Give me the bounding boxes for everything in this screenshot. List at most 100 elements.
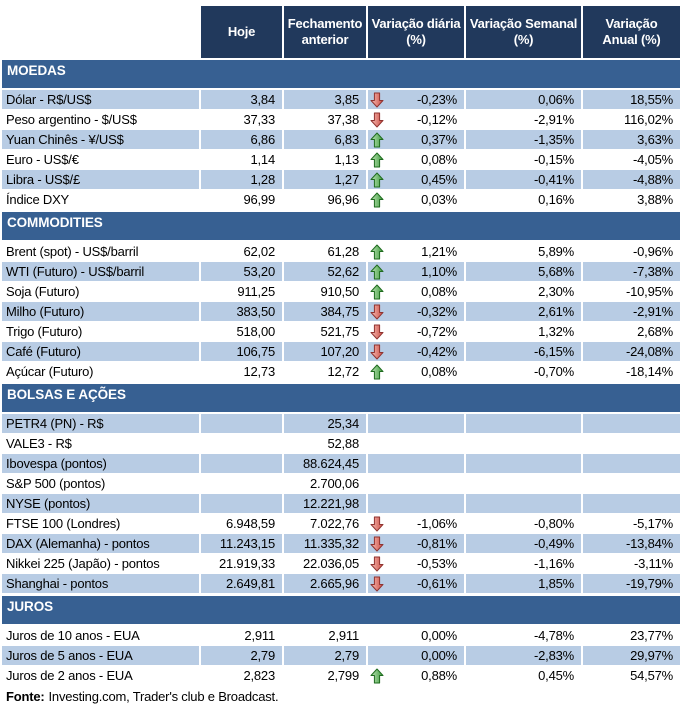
variacao-semanal-value: 0,45% bbox=[464, 666, 581, 685]
variacao-anual-value: -2,91% bbox=[581, 302, 680, 321]
hoje-value: 6,86 bbox=[199, 130, 282, 149]
variacao-diaria-cell: 0,08% bbox=[366, 362, 464, 381]
row-label: Libra - US$/£ bbox=[2, 170, 199, 189]
variacao-diaria-cell: 1,10% bbox=[366, 262, 464, 281]
up-arrow-icon bbox=[370, 668, 384, 684]
variacao-diaria-value: 0,45% bbox=[421, 172, 457, 187]
fechamento-anterior-value: 2.700,06 bbox=[282, 474, 366, 493]
fechamento-anterior-value: 52,62 bbox=[282, 262, 366, 281]
hoje-value: 2,823 bbox=[199, 666, 282, 685]
hoje-value: 21.919,33 bbox=[199, 554, 282, 573]
row-label: Milho (Futuro) bbox=[2, 302, 199, 321]
variacao-semanal-value: -1,35% bbox=[464, 130, 581, 149]
fechamento-anterior-value: 384,75 bbox=[282, 302, 366, 321]
fechamento-anterior-value: 2,799 bbox=[282, 666, 366, 685]
variacao-anual-value: -10,95% bbox=[581, 282, 680, 301]
hoje-value: 11.243,15 bbox=[199, 534, 282, 553]
table-row: Índice DXY 96,99 96,96 0,03% 0,16% 3,88% bbox=[2, 190, 680, 210]
fechamento-anterior-value: 96,96 bbox=[282, 190, 366, 209]
up-arrow-icon bbox=[370, 192, 384, 208]
row-label: Euro - US$/€ bbox=[2, 150, 199, 169]
variacao-semanal-value: 0,06% bbox=[464, 90, 581, 109]
variacao-anual-value bbox=[581, 494, 680, 513]
variacao-diaria-cell: 0,88% bbox=[366, 666, 464, 685]
column-header-variacao-diaria: Variação diária (%) bbox=[366, 6, 464, 58]
variacao-diaria-cell: 0,45% bbox=[366, 170, 464, 189]
arrow-slot-empty bbox=[370, 416, 384, 432]
variacao-anual-value: 2,68% bbox=[581, 322, 680, 341]
section-header: MOEDAS bbox=[2, 60, 680, 88]
row-label: Peso argentino - $/US$ bbox=[2, 110, 199, 129]
variacao-anual-value: -18,14% bbox=[581, 362, 680, 381]
variacao-anual-value: 54,57% bbox=[581, 666, 680, 685]
variacao-semanal-value: 2,61% bbox=[464, 302, 581, 321]
variacao-diaria-value: -0,53% bbox=[417, 556, 457, 571]
table-row: PETR4 (PN) - R$ 25,34 bbox=[2, 414, 680, 434]
variacao-anual-value: -5,17% bbox=[581, 514, 680, 533]
variacao-diaria-value: -1,06% bbox=[417, 516, 457, 531]
variacao-diaria-value: 1,10% bbox=[421, 264, 457, 279]
variacao-semanal-value: -0,70% bbox=[464, 362, 581, 381]
variacao-diaria-value: 0,08% bbox=[421, 364, 457, 379]
hoje-value: 1,28 bbox=[199, 170, 282, 189]
hoje-value: 12,73 bbox=[199, 362, 282, 381]
hoje-value bbox=[199, 454, 282, 473]
section-header: COMMODITIES bbox=[2, 212, 680, 240]
variacao-diaria-cell: -0,81% bbox=[366, 534, 464, 553]
row-label: Juros de 10 anos - EUA bbox=[2, 626, 199, 645]
down-arrow-icon bbox=[370, 112, 384, 128]
column-header-fechamento: Fechamento anterior bbox=[282, 6, 366, 58]
hoje-value bbox=[199, 494, 282, 513]
table-row: Nikkei 225 (Japão) - pontos 21.919,33 22.0… bbox=[2, 554, 680, 574]
fechamento-anterior-value: 1,13 bbox=[282, 150, 366, 169]
variacao-anual-value: 18,55% bbox=[581, 90, 680, 109]
variacao-diaria-cell: 0,08% bbox=[366, 150, 464, 169]
variacao-semanal-value: -0,41% bbox=[464, 170, 581, 189]
fechamento-anterior-value: 521,75 bbox=[282, 322, 366, 341]
fechamento-anterior-value: 2.665,96 bbox=[282, 574, 366, 593]
hoje-value bbox=[199, 414, 282, 433]
row-label: WTI (Futuro) - US$/barril bbox=[2, 262, 199, 281]
variacao-semanal-value bbox=[464, 414, 581, 433]
table-row: DAX (Alemanha) - pontos 11.243,15 11.335,3… bbox=[2, 534, 680, 554]
table-row: VALE3 - R$ 52,88 bbox=[2, 434, 680, 454]
fechamento-anterior-value: 12.221,98 bbox=[282, 494, 366, 513]
table-row: Libra - US$/£ 1,28 1,27 0,45% -0,41% -4,88% bbox=[2, 170, 680, 190]
variacao-anual-value bbox=[581, 414, 680, 433]
fechamento-anterior-value: 11.335,32 bbox=[282, 534, 366, 553]
table-row: Dólar - R$/US$ 3,84 3,85 -0,23% 0,06% 18,55% bbox=[2, 90, 680, 110]
variacao-diaria-cell: -0,32% bbox=[366, 302, 464, 321]
variacao-anual-value: 116,02% bbox=[581, 110, 680, 129]
table-body: MOEDAS Dólar - R$/US$ 3,84 3,85 -0,23% 0,06% 1… bbox=[2, 60, 680, 686]
variacao-diaria-value: 1,21% bbox=[421, 244, 457, 259]
table-row: Açúcar (Futuro) 12,73 12,72 0,08% -0,70% -18,… bbox=[2, 362, 680, 382]
arrow-slot-empty bbox=[370, 436, 384, 452]
row-label: Ibovespa (pontos) bbox=[2, 454, 199, 473]
up-arrow-icon bbox=[370, 152, 384, 168]
down-arrow-icon bbox=[370, 324, 384, 340]
hoje-value: 911,25 bbox=[199, 282, 282, 301]
table-row: Milho (Futuro) 383,50 384,75 -0,32% 2,61% -2,… bbox=[2, 302, 680, 322]
table-row: Ibovespa (pontos) 88.624,45 bbox=[2, 454, 680, 474]
row-label: Juros de 5 anos - EUA bbox=[2, 646, 199, 665]
table-row: Yuan Chinês - ¥/US$ 6,86 6,83 0,37% -1,35% 3,… bbox=[2, 130, 680, 150]
table-row: Shanghai - pontos 2.649,81 2.665,96 -0,61% 1… bbox=[2, 574, 680, 594]
row-label: Dólar - R$/US$ bbox=[2, 90, 199, 109]
variacao-diaria-cell bbox=[366, 454, 464, 473]
table-row: Café (Futuro) 106,75 107,20 -0,42% -6,15% -24… bbox=[2, 342, 680, 362]
column-header-variacao-semanal: Variação Semanal (%) bbox=[464, 6, 581, 58]
arrow-slot-empty bbox=[370, 456, 384, 472]
hoje-value: 53,20 bbox=[199, 262, 282, 281]
variacao-diaria-cell: -0,42% bbox=[366, 342, 464, 361]
row-label: Soja (Futuro) bbox=[2, 282, 199, 301]
variacao-diaria-cell: -0,23% bbox=[366, 90, 464, 109]
row-label: Açúcar (Futuro) bbox=[2, 362, 199, 381]
hoje-value: 3,84 bbox=[199, 90, 282, 109]
row-label: Trigo (Futuro) bbox=[2, 322, 199, 341]
table-row: Juros de 2 anos - EUA 2,823 2,799 0,88% 0,45… bbox=[2, 666, 680, 686]
variacao-anual-value: 29,97% bbox=[581, 646, 680, 665]
hoje-value: 518,00 bbox=[199, 322, 282, 341]
variacao-anual-value: 3,63% bbox=[581, 130, 680, 149]
variacao-diaria-value: 0,08% bbox=[421, 284, 457, 299]
variacao-diaria-value: -0,81% bbox=[417, 536, 457, 551]
